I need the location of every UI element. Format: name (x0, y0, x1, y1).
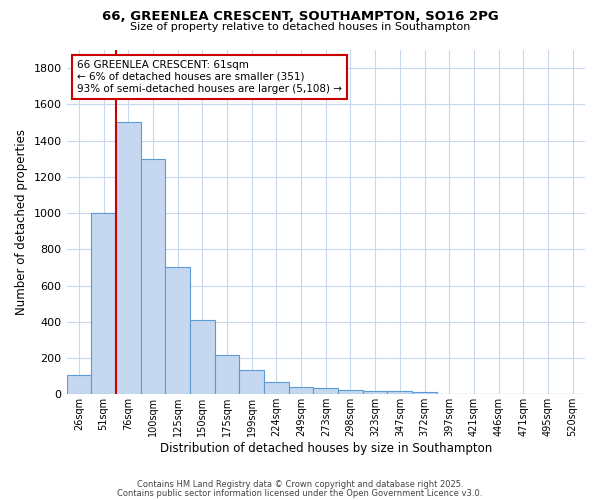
Bar (67, 376, 91, 394)
Bar (289, 387, 313, 394)
Text: Contains public sector information licensed under the Open Government Licence v3: Contains public sector information licen… (118, 488, 482, 498)
Bar (91, 213, 116, 394)
Bar (116, 122, 140, 394)
Y-axis label: Number of detached properties: Number of detached properties (15, 129, 28, 315)
Bar (313, 388, 338, 394)
Bar (165, 268, 190, 394)
Text: Contains HM Land Registry data © Crown copyright and database right 2025.: Contains HM Land Registry data © Crown c… (137, 480, 463, 489)
Text: 66, GREENLEA CRESCENT, SOUTHAMPTON, SO16 2PG: 66, GREENLEA CRESCENT, SOUTHAMPTON, SO16… (101, 10, 499, 23)
Bar (363, 390, 388, 394)
Bar (239, 370, 264, 394)
Bar (190, 320, 215, 394)
Bar (264, 382, 289, 394)
Text: 66 GREENLEA CRESCENT: 61sqm
← 6% of detached houses are smaller (351)
93% of sem: 66 GREENLEA CRESCENT: 61sqm ← 6% of deta… (77, 60, 342, 94)
Bar (140, 158, 165, 394)
Bar (338, 390, 363, 394)
X-axis label: Distribution of detached houses by size in Southampton: Distribution of detached houses by size … (160, 442, 492, 455)
Bar (215, 356, 239, 395)
Text: Size of property relative to detached houses in Southampton: Size of property relative to detached ho… (130, 22, 470, 32)
Bar (388, 391, 412, 394)
Bar (412, 392, 437, 394)
